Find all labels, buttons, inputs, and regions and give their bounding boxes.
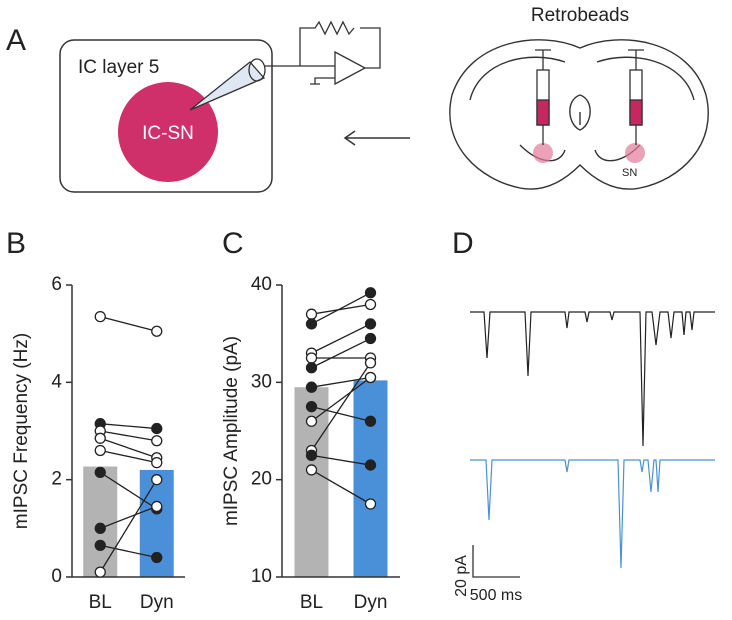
pair-line [310,362,372,451]
y-tick-label: 30 [251,371,272,392]
pipette [189,61,266,111]
trace-baseline [470,311,715,447]
injection-site [625,143,645,163]
y-tick-label: 2 [51,469,62,490]
y-tick-label: 20 [251,469,272,490]
syringe [535,49,644,145]
x-tick-label: BL [300,592,323,613]
pair-line [100,544,157,559]
y-axis-label: mIPSC Frequency (Hz) [11,333,32,529]
pair-line [311,469,371,505]
y-tick-label: 10 [251,566,272,587]
pair-line [311,303,371,315]
pair-line [100,430,157,442]
pair-line [311,376,371,422]
point [94,432,106,444]
region-label: SN [622,167,637,179]
point [364,415,377,427]
point [305,318,318,330]
point [94,310,106,323]
scale-y-label: 20 pA [453,555,470,597]
y-axis-label: mIPSC Amplitude (pA) [221,336,242,526]
x-tick-label: BL [89,592,112,613]
point [364,371,377,384]
amplifier [265,20,381,86]
injection-site [533,143,553,163]
pair-line [100,449,157,464]
point [364,459,377,471]
injection-label: Retrobeads [531,5,629,26]
point [364,318,377,330]
point [305,308,318,320]
y-tick-label: 6 [51,274,62,295]
point [151,551,163,564]
slice-label: IC layer 5 [78,57,159,78]
pair-line [100,437,157,459]
point [151,435,163,447]
pair-line [99,471,158,510]
x-tick-label: Dyn [354,592,388,613]
point [305,401,318,413]
point [151,456,163,469]
pair-line [311,454,371,466]
panel-label: D [452,227,474,260]
point [305,381,318,393]
pair-line [99,479,158,573]
brain-section [449,39,709,190]
pair-line [311,337,371,369]
scale-bar [472,545,520,578]
point [94,466,106,479]
point [151,474,163,486]
point [94,539,106,552]
pair-line [311,406,371,422]
panel-label: C [222,227,244,260]
bar [353,380,388,577]
cell-label: IC-SN [142,123,194,144]
pair-line [100,423,157,430]
y-tick-label: 40 [251,274,272,295]
pipette-end [248,58,266,82]
pair-line [311,323,371,354]
panel-label: B [6,227,26,260]
bar [83,466,118,577]
point [94,566,106,578]
trace-dyn [470,459,715,569]
point [151,422,163,435]
arrow [343,130,410,146]
point [151,500,163,513]
pair-line [311,376,371,388]
scale-x-label: 500 ms [470,587,522,604]
x-tick-label: Dyn [140,592,174,613]
y-tick-label: 4 [51,371,62,392]
point [364,498,377,510]
pair-line [311,292,371,325]
point [151,325,163,337]
point [364,332,377,345]
point [305,464,318,476]
pair-line [100,316,157,332]
slice-box [59,39,273,193]
point [305,362,318,374]
point [364,287,377,299]
pair-line [100,505,157,529]
point [94,444,106,457]
y-tick-label: 0 [51,566,62,587]
panel-label: A [6,24,26,57]
point [305,415,318,427]
point [305,449,318,461]
point [364,298,377,311]
point [364,357,377,369]
point [305,352,318,364]
point [94,522,106,534]
